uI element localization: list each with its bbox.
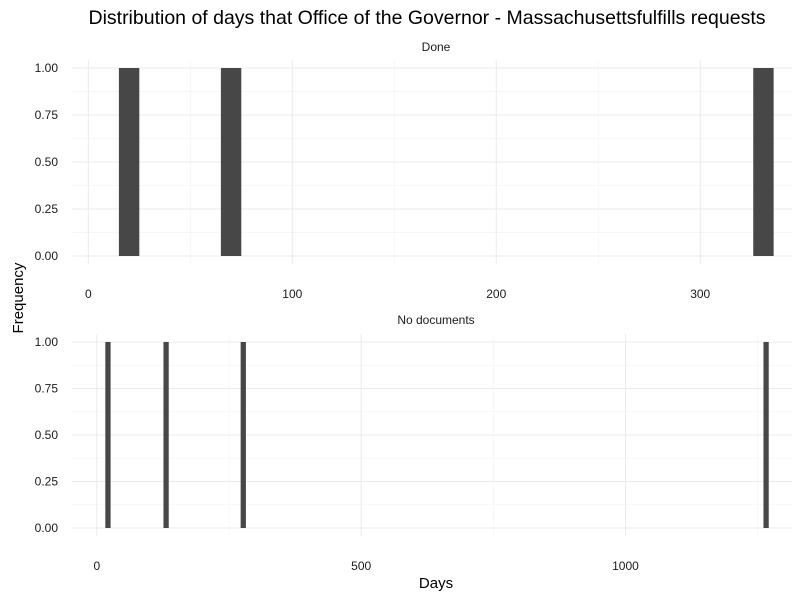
facet-panel-0: Done 0.00 0.25 0.50 0.75 1.00 0 100 200 300 — [35, 40, 792, 301]
y-tick-label: 0.25 — [35, 475, 59, 489]
histogram-bar — [763, 342, 769, 528]
x-tick-label: 200 — [486, 287, 506, 301]
y-tick-label: 0.75 — [35, 108, 59, 122]
histogram-bar — [163, 342, 169, 528]
facet-panels: Done 0.00 0.25 0.50 0.75 1.00 0 100 200 300 No doc… — [35, 40, 792, 573]
x-tick-label: 0 — [85, 287, 92, 301]
y-tick-label: 0.75 — [35, 382, 59, 396]
histogram-bar — [753, 68, 774, 256]
x-tick-label: 500 — [351, 559, 371, 573]
y-tick-label: 0.00 — [35, 521, 59, 535]
histogram-bar — [118, 68, 140, 256]
x-tick-label: 0 — [94, 559, 101, 573]
x-tick-label: 100 — [282, 287, 302, 301]
histogram-bar — [220, 68, 242, 256]
y-tick-label: 0.00 — [35, 249, 59, 263]
y-tick-label: 1.00 — [35, 61, 59, 75]
y-tick-label: 0.25 — [35, 202, 59, 216]
y-axis-title: Frequency — [10, 262, 27, 333]
facet-panel-1: No documents 0.00 0.25 0.50 0.75 1.00 0 500 1000 — [35, 313, 792, 573]
x-axis-title: Days — [419, 575, 453, 592]
chart-title: Distribution of days that Office of the … — [88, 7, 765, 29]
facet-strip-label: Done — [422, 40, 451, 54]
x-tick-label: 300 — [690, 287, 710, 301]
y-tick-label: 0.50 — [35, 428, 59, 442]
facet-strip-label: No documents — [397, 313, 474, 327]
x-tick-label: 1000 — [612, 559, 639, 573]
y-tick-label: 0.50 — [35, 155, 59, 169]
histogram-bar — [105, 342, 111, 528]
histogram-bar — [240, 342, 246, 528]
y-tick-label: 1.00 — [35, 335, 59, 349]
